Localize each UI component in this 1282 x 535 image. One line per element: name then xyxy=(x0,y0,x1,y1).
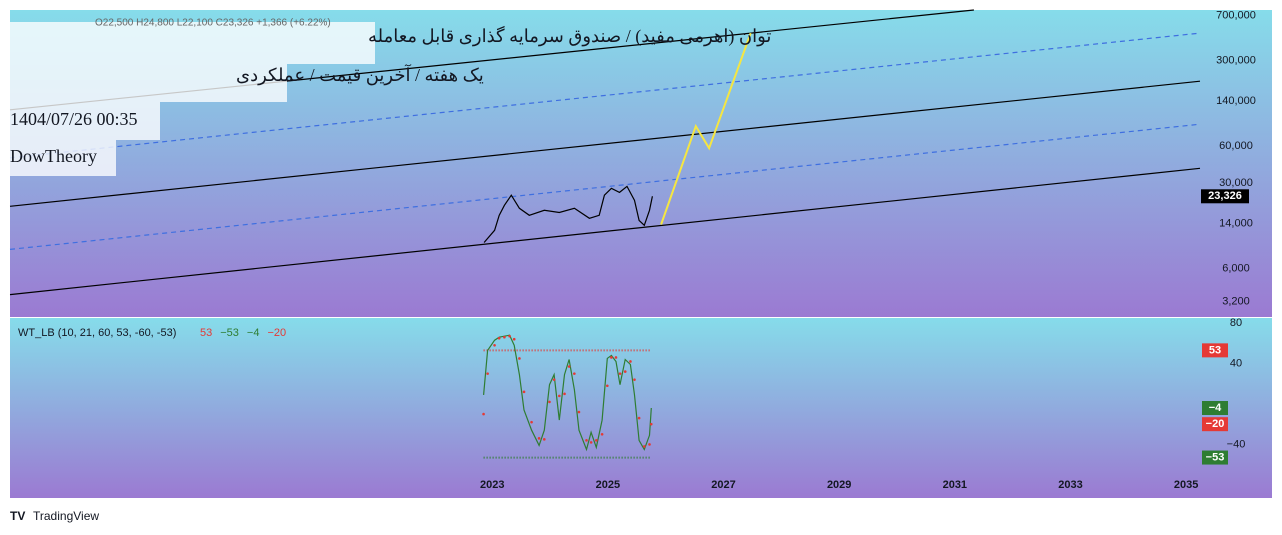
price-tag-label: 53 xyxy=(1209,344,1221,356)
signal-dot xyxy=(512,337,516,341)
y-tick-label: 700,000 xyxy=(1216,10,1256,22)
title: توان (اهرمی مفید) / صندوق سرمایه گذاری ق… xyxy=(368,25,771,47)
signal-dot xyxy=(577,410,581,414)
y-tick-label: 300,000 xyxy=(1216,55,1256,67)
logo: TV xyxy=(10,509,25,523)
y-tick-label: 30,000 xyxy=(1219,177,1253,189)
x-tick-label: 2033 xyxy=(1058,479,1082,491)
series-line xyxy=(483,185,653,243)
y-tick-label: 14,000 xyxy=(1219,217,1253,229)
x-tick-label: 2029 xyxy=(827,479,851,491)
series-line xyxy=(9,32,1201,159)
label-box xyxy=(0,64,287,102)
price-tag-label: −20 xyxy=(1206,418,1225,430)
signal-dot xyxy=(595,439,598,442)
signal-dot xyxy=(600,432,604,436)
price-tag xyxy=(1202,450,1228,465)
signal-dot xyxy=(629,360,632,363)
x-tick-label: 2025 xyxy=(596,479,620,491)
y-tick-label: 80 xyxy=(1230,317,1242,329)
indicator-pane xyxy=(10,318,1272,498)
price-tag-label: −4 xyxy=(1209,402,1222,414)
y-tick-label: 140,000 xyxy=(1216,95,1256,107)
x-tick-label: 2027 xyxy=(711,479,735,491)
series-line xyxy=(660,32,752,225)
signal-dot xyxy=(643,445,646,448)
signal-dot xyxy=(522,390,526,394)
signal-dot xyxy=(537,437,541,440)
date: 1404/07/26 00:35 xyxy=(10,109,138,129)
signal-dot xyxy=(648,443,651,446)
x-tick-label: 2035 xyxy=(1174,479,1198,491)
signal-dot xyxy=(623,370,627,373)
signal-dot xyxy=(589,441,593,444)
signal-dot xyxy=(585,439,588,442)
author: DowTheory xyxy=(10,146,97,166)
series-line xyxy=(9,167,1201,296)
y-tick-label: 3,200 xyxy=(1222,296,1250,308)
signal-dot xyxy=(530,420,533,424)
signal-dot xyxy=(610,356,613,359)
signal-dot xyxy=(649,422,653,426)
signal-dot xyxy=(493,344,496,347)
price-tag xyxy=(1202,401,1228,415)
ohlc: O22,500 H24,800 L22,100 C23,326 +1,366 (… xyxy=(95,18,331,29)
y-tick-label: 40 xyxy=(1230,357,1242,369)
indicator-title: WT_LB (10, 21, 60, 53, -60, -53) xyxy=(18,327,176,339)
price-tag xyxy=(1202,343,1228,358)
price-tag xyxy=(1201,189,1249,204)
signal-dot xyxy=(486,372,489,375)
signal-dot xyxy=(482,412,485,416)
price-tag-label: 23,326 xyxy=(1208,190,1242,202)
signal-dot xyxy=(633,378,636,381)
signal-dot xyxy=(558,394,561,398)
signal-dot xyxy=(563,392,566,396)
brand: TradingView xyxy=(33,509,99,523)
series-line xyxy=(9,80,1201,207)
signal-dot xyxy=(618,372,622,375)
y-tick-label: −40 xyxy=(1227,438,1246,450)
signal-dot xyxy=(497,336,501,340)
label-box xyxy=(0,140,116,176)
series-line xyxy=(483,334,652,452)
price-tag xyxy=(1202,417,1228,432)
x-tick-label: 2031 xyxy=(943,479,967,491)
signal-dot xyxy=(552,378,556,381)
price-tag-label: −53 xyxy=(1206,451,1225,463)
legend-value: 53 xyxy=(200,327,212,339)
signal-dot xyxy=(518,357,521,360)
legend-value: −53 xyxy=(220,327,239,339)
signal-dot xyxy=(606,384,609,388)
legend-value: −20 xyxy=(267,327,286,339)
x-tick-label: 2023 xyxy=(480,479,504,491)
subtitle: یک هفته / آخرین قیمت / عملکردی xyxy=(236,64,484,86)
signal-dot xyxy=(508,334,511,338)
signal-dot xyxy=(573,372,576,375)
y-tick-label: 6,000 xyxy=(1222,262,1250,274)
signal-dot xyxy=(567,365,571,368)
signal-dot xyxy=(614,356,618,359)
series-line xyxy=(9,123,1201,250)
label-box xyxy=(0,102,160,140)
legend-value: −4 xyxy=(247,327,260,339)
label-box xyxy=(0,22,375,64)
signal-dot xyxy=(503,335,506,339)
signal-dot xyxy=(548,400,551,404)
signal-dot xyxy=(542,438,546,441)
y-tick-label: 60,000 xyxy=(1219,140,1253,152)
signal-dot xyxy=(637,416,641,420)
